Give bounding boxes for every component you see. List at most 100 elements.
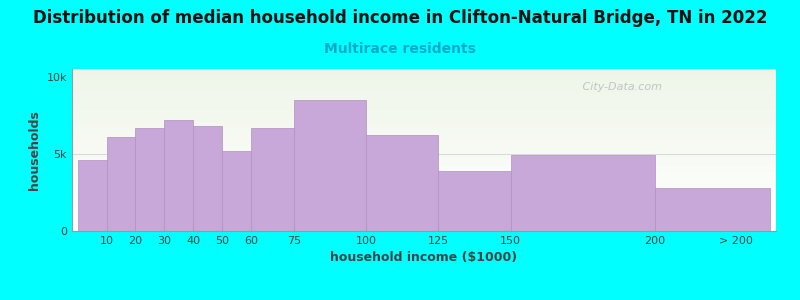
Bar	[72, 76, 776, 77]
Bar	[72, 192, 776, 194]
Bar	[72, 169, 776, 171]
Bar	[72, 140, 776, 142]
Bar	[72, 113, 776, 114]
Bar	[72, 130, 776, 132]
Bar	[72, 127, 776, 129]
Bar	[135, 128, 164, 231]
Bar	[72, 116, 776, 118]
Bar	[72, 157, 776, 158]
Bar	[72, 161, 776, 163]
Bar	[72, 181, 776, 182]
Bar	[72, 205, 776, 207]
Bar	[72, 208, 776, 210]
Bar	[72, 168, 776, 169]
Bar	[72, 87, 776, 88]
Bar	[72, 179, 776, 181]
Bar	[72, 224, 776, 226]
Bar	[72, 101, 776, 103]
Bar	[72, 212, 776, 213]
Bar	[72, 74, 776, 76]
Bar	[72, 173, 776, 174]
Bar	[72, 174, 776, 176]
Bar	[72, 80, 776, 82]
Bar	[72, 213, 776, 215]
Bar	[72, 199, 776, 200]
Bar	[72, 176, 776, 178]
Bar	[72, 189, 776, 190]
Bar	[72, 114, 776, 116]
Bar	[72, 79, 776, 80]
Text: Multirace residents: Multirace residents	[324, 42, 476, 56]
Bar	[72, 190, 776, 192]
Bar	[72, 77, 776, 79]
Bar	[72, 223, 776, 224]
Bar	[72, 142, 776, 143]
Bar	[72, 230, 776, 231]
Bar	[72, 124, 776, 126]
Bar	[655, 188, 770, 231]
Text: City-Data.com: City-Data.com	[579, 82, 662, 92]
Bar	[72, 166, 776, 168]
Bar	[72, 182, 776, 184]
Bar	[72, 150, 776, 152]
Bar	[72, 95, 776, 97]
Bar	[72, 221, 776, 223]
Bar	[106, 137, 135, 231]
Bar	[72, 160, 776, 161]
Bar	[72, 228, 776, 230]
Bar	[72, 218, 776, 220]
Bar	[72, 186, 776, 187]
Bar	[72, 194, 776, 195]
Bar	[72, 165, 776, 166]
Bar	[72, 110, 776, 111]
Bar	[72, 93, 776, 95]
Bar	[72, 72, 776, 74]
Bar	[72, 82, 776, 84]
Bar	[72, 195, 776, 197]
Bar	[72, 126, 776, 127]
Bar	[72, 108, 776, 110]
Bar	[164, 120, 193, 231]
Bar	[72, 88, 776, 90]
Bar	[294, 100, 366, 231]
Bar	[72, 184, 776, 186]
Bar	[72, 216, 776, 218]
Bar	[72, 134, 776, 135]
Bar	[72, 85, 776, 87]
Bar	[72, 171, 776, 173]
Bar	[72, 111, 776, 113]
Bar	[72, 106, 776, 108]
Bar	[72, 148, 776, 150]
Bar	[72, 118, 776, 119]
Bar	[72, 97, 776, 98]
Y-axis label: households: households	[28, 110, 41, 190]
Bar	[72, 187, 776, 189]
Bar	[72, 139, 776, 140]
Bar	[72, 105, 776, 106]
Bar	[72, 220, 776, 221]
Bar	[72, 92, 776, 93]
Bar	[72, 200, 776, 202]
Bar	[72, 69, 776, 70]
Bar	[72, 163, 776, 165]
Bar	[222, 151, 251, 231]
Bar	[438, 171, 510, 231]
Bar	[366, 135, 438, 231]
Bar	[72, 98, 776, 100]
Bar	[72, 153, 776, 155]
Text: Distribution of median household income in Clifton-Natural Bridge, TN in 2022: Distribution of median household income …	[33, 9, 767, 27]
Bar	[72, 143, 776, 145]
Bar	[72, 158, 776, 160]
Bar	[72, 100, 776, 101]
Bar	[72, 152, 776, 153]
Bar	[72, 210, 776, 212]
Bar	[510, 155, 655, 231]
Bar	[72, 90, 776, 92]
Bar	[72, 122, 776, 124]
Bar	[72, 147, 776, 148]
Bar	[72, 207, 776, 208]
Bar	[72, 215, 776, 216]
Bar	[72, 203, 776, 205]
Bar	[72, 129, 776, 130]
Bar	[72, 70, 776, 72]
